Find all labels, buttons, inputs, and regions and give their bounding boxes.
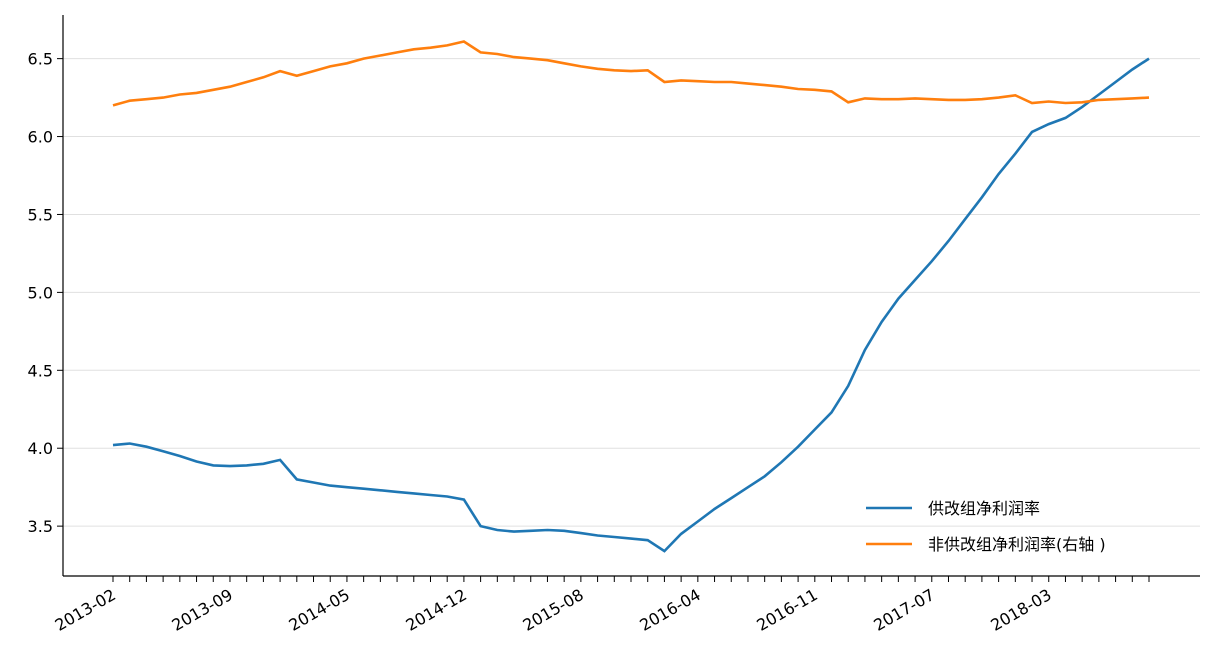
x-tick-label: 2015-08: [519, 585, 586, 635]
y-tick-label: 6.5: [28, 50, 53, 69]
y-tick-label: 5.5: [28, 205, 53, 224]
legend-label: 非供改组净利润率(右轴 ): [928, 535, 1106, 554]
y-tick-label: 4.5: [28, 361, 53, 380]
x-tick-label: 2016-11: [753, 585, 820, 635]
x-tick-label: 2018-03: [987, 585, 1054, 635]
x-tick-label: 2017-07: [870, 585, 937, 635]
x-tick-label: 2014-12: [403, 585, 470, 635]
x-tick-label: 2013-02: [52, 585, 119, 635]
series-line: [112, 57, 1150, 553]
y-tick-label: 4.0: [28, 439, 53, 458]
y-tick-label: 5.0: [28, 283, 53, 302]
y-tick-label: 6.0: [28, 128, 53, 147]
x-tick-label: 2016-04: [636, 585, 703, 635]
y-tick-label: 3.5: [28, 517, 53, 536]
x-tick-label: 2014-05: [286, 585, 353, 635]
legend-label: 供改组净利润率: [928, 499, 1040, 518]
x-tick-label: 2013-09: [169, 585, 236, 635]
series-line: [112, 40, 1150, 107]
